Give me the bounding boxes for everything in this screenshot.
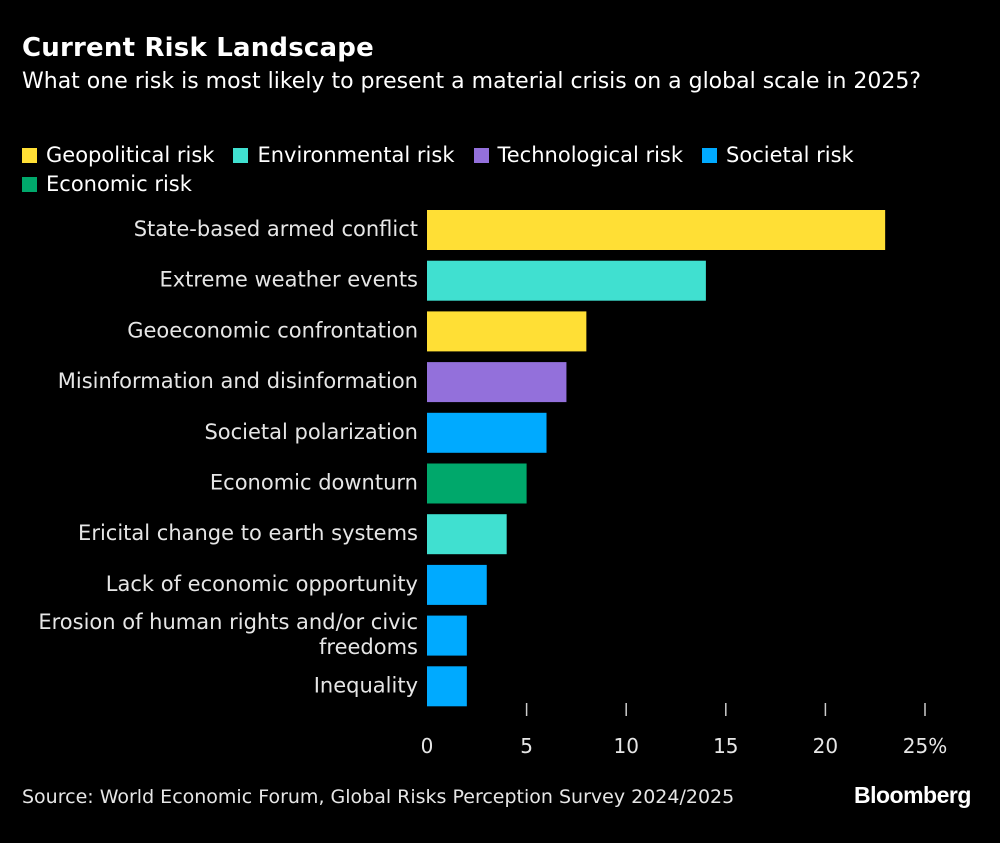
- legend: Geopolitical risk Environmental risk Tec…: [22, 141, 922, 199]
- x-tick-label-10: 10: [613, 734, 638, 758]
- legend-label-geopolitical: Geopolitical risk: [46, 143, 215, 167]
- category-label-line: Geoeconomic confrontation: [127, 318, 418, 342]
- category-label-line: Economic downturn: [210, 471, 418, 495]
- source-note: Source: World Economic Forum, Global Ris…: [22, 786, 735, 808]
- category-label-misinformation-and-disinformation: Misinformation and disinformation: [58, 369, 418, 393]
- legend-swatch-societal: [702, 148, 718, 163]
- legend-label-economic: Economic risk: [46, 172, 192, 196]
- bar-lack-of-economic-opportunity: [427, 564, 487, 605]
- bloomberg-logo: Bloomberg: [854, 782, 971, 808]
- bar-extreme-weather-events: [427, 260, 706, 301]
- category-label-line: Erosion of human rights and/or civic: [38, 610, 418, 634]
- category-label-societal-polarization: Societal polarization: [204, 420, 418, 444]
- bar-geoeconomic-confrontation: [427, 311, 587, 352]
- category-label-line: State-based armed conflict: [134, 217, 418, 241]
- legend-item-societal: Societal risk: [702, 141, 854, 170]
- category-label-economic-downturn: Economic downturn: [210, 471, 418, 495]
- legend-swatch-environmental: [233, 148, 249, 163]
- x-tick-label-0: 0: [421, 734, 434, 758]
- category-label-inequality: Inequality: [314, 673, 418, 697]
- legend-swatch-geopolitical: [22, 148, 37, 163]
- bar-erosion-of-human-rights-and-or-civic-freedoms: [427, 615, 467, 656]
- chart-subtitle: What one risk is most likely to present …: [22, 69, 922, 94]
- legend-swatch-technological: [473, 148, 489, 163]
- legend-label-societal: Societal risk: [726, 143, 854, 167]
- category-label-line: Misinformation and disinformation: [58, 369, 418, 393]
- legend-swatch-economic: [22, 177, 37, 192]
- x-tick-label-20: 20: [813, 734, 838, 758]
- bar-economic-downturn: [427, 463, 527, 504]
- x-tick-label-15: 15: [713, 734, 738, 758]
- category-label-lack-of-economic-opportunity: Lack of economic opportunity: [106, 572, 418, 596]
- category-label-line: Extreme weather events: [159, 268, 418, 292]
- category-label-line: freedoms: [319, 635, 418, 659]
- legend-item-technological: Technological risk: [473, 141, 684, 170]
- category-label-state-based-armed-conflict: State-based armed conflict: [134, 217, 418, 241]
- legend-item-environmental: Environmental risk: [233, 141, 455, 170]
- legend-label-environmental: Environmental risk: [257, 143, 455, 167]
- bar-inequality: [427, 666, 467, 707]
- legend-item-geopolitical: Geopolitical risk: [22, 141, 214, 170]
- category-label-line: Lack of economic opportunity: [106, 572, 418, 596]
- legend-label-technological: Technological risk: [497, 143, 684, 167]
- category-label-erosion-of-human-rights-and-or-civic-freedoms: Erosion of human rights and/or civic free…: [38, 610, 418, 659]
- category-label-line: Societal polarization: [204, 420, 418, 444]
- bar-state-based-armed-conflict: [427, 210, 886, 250]
- legend-item-economic: Economic risk: [22, 170, 192, 199]
- chart-title: Current Risk Landscape: [22, 33, 374, 63]
- category-label-line: Ericital change to earth systems: [78, 521, 418, 545]
- category-label-geoeconomic-confrontation: Geoeconomic confrontation: [127, 318, 418, 342]
- category-label-line: Inequality: [314, 673, 418, 697]
- category-label-extreme-weather-events: Extreme weather events: [159, 268, 418, 292]
- bar-societal-polarization: [427, 412, 547, 453]
- x-tick-label-5: 5: [520, 734, 533, 758]
- bar-misinformation-and-disinformation: [427, 362, 567, 403]
- x-tick-label-25: 25%: [903, 734, 947, 758]
- category-label-ericital-change-to-earth-systems: Ericital change to earth systems: [78, 521, 418, 545]
- bar-ericital-change-to-earth-systems: [427, 514, 507, 555]
